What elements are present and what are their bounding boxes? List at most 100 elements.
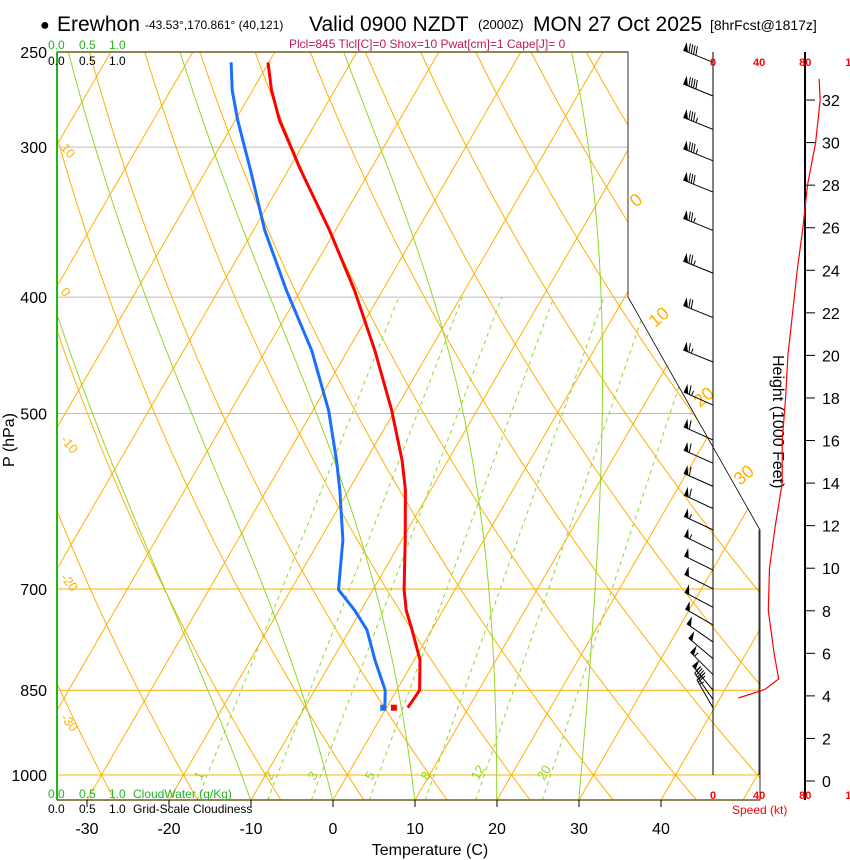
- height-tick-label: 30: [822, 136, 840, 153]
- x-tick-label: 30: [570, 821, 588, 838]
- speed-tick-label-bottom: 0: [710, 790, 716, 802]
- wind-barb-pennant: [683, 418, 689, 429]
- wind-barb: [690, 645, 714, 676]
- wind-barb-staff: [684, 591, 714, 608]
- cloudiness-top-05: 0.5: [79, 54, 96, 68]
- height-tick-label: 26: [822, 221, 840, 238]
- height-tick-label: 4: [822, 689, 831, 706]
- wind-barb: [684, 566, 714, 590]
- wind-barb: [683, 341, 714, 363]
- cloudiness-label: Grid-Scale Cloudiness: [133, 802, 252, 816]
- wind-barb-feather: [697, 675, 706, 683]
- height-tick-label: 0: [822, 774, 831, 791]
- wind-barb-staff: [683, 426, 714, 441]
- wind-barb-feather: [688, 77, 691, 87]
- surface-dewpoint-marker: [380, 704, 387, 711]
- wind-barb-feather: [695, 79, 698, 90]
- isotherm-label: 10: [645, 303, 673, 331]
- pressure-tick-label: 250: [20, 45, 47, 62]
- x-tick-label: 20: [488, 821, 506, 838]
- mixing-ratio-label: 20: [534, 762, 554, 782]
- speed-tick-label-top: 0: [710, 57, 716, 69]
- pressure-tick-label: 850: [20, 683, 47, 700]
- wind-barb-pennant: [683, 508, 689, 519]
- wind-barb-half-feather: [699, 681, 705, 685]
- wind-barb-feather: [695, 46, 698, 56]
- mixing-ratio-line: [424, 296, 605, 800]
- wind-barb-pennant: [683, 465, 689, 476]
- wind-barb: [683, 252, 714, 274]
- wind-barb-staff: [683, 391, 714, 406]
- speed-tick-label-bottom: 80: [799, 790, 811, 802]
- isotherm-line: [660, 52, 760, 800]
- wind-barb-feather: [688, 488, 692, 498]
- wind-barb: [685, 601, 714, 626]
- dry-adiabat-line: [246, 52, 698, 800]
- isotherm-label: -30: [58, 710, 82, 734]
- speed-tick-label-bottom: 12: [845, 790, 850, 802]
- wind-barb-half-feather: [694, 652, 699, 657]
- wind-barb-feather: [688, 141, 691, 152]
- wind-barb-pennant: [683, 75, 688, 86]
- wind-barb: [683, 486, 714, 510]
- wind-barb-staff: [685, 608, 714, 626]
- wind-barb-pennant: [683, 140, 688, 151]
- wind-barb-half-feather: [693, 217, 696, 223]
- utc-time: (2000Z): [478, 17, 524, 32]
- wind-barb-half-feather: [695, 117, 699, 123]
- wind-barb-feather: [688, 110, 691, 120]
- wind-barb-feather: [690, 44, 694, 54]
- height-tick-label: 6: [822, 646, 831, 663]
- isotherm-line: [578, 52, 760, 800]
- wind-barb-half-feather: [688, 514, 693, 520]
- wind-barb-feather: [693, 174, 696, 185]
- isotherm-label: 0: [626, 189, 647, 211]
- wind-barb-staff: [683, 472, 714, 487]
- dry-adiabat-line: [192, 52, 614, 800]
- station-coords: -43.53°,170.861° (40,121): [145, 18, 283, 32]
- wind-barb-pennant: [688, 631, 695, 642]
- wind-barb-pennant: [683, 252, 688, 263]
- height-tick-label: 18: [822, 391, 840, 408]
- wind-barb: [683, 75, 714, 97]
- plot-frame: [56, 51, 761, 801]
- wind-barb-feather: [688, 211, 691, 221]
- wind-barb-pennant: [692, 659, 700, 670]
- pressure-tick-label: 500: [20, 407, 47, 424]
- wind-barb-feather: [690, 255, 694, 265]
- pressure-tick-label: 700: [20, 582, 47, 599]
- wind-barb: [684, 547, 714, 571]
- x-tick-label: 10: [406, 821, 424, 838]
- cloudiness-top-1: 1.0: [109, 54, 126, 68]
- speed-tick-label-top: 12: [845, 57, 850, 69]
- wind-barb-feather: [690, 174, 694, 184]
- dry-adiabat-line: [574, 52, 760, 800]
- cloudiness-bottom-1: 1.0: [109, 802, 126, 816]
- mixing-ratio-line: [267, 296, 463, 800]
- wind-barb: [683, 383, 714, 406]
- wind-barb-feather: [695, 668, 703, 676]
- wind-barb-staff: [694, 672, 714, 700]
- wind-barb-pennant: [683, 210, 688, 221]
- wind-barb-half-feather: [695, 149, 699, 155]
- cloudwater-bottom-0: 0.0: [48, 787, 65, 801]
- isotherm-line: [250, 52, 698, 800]
- x-tick-label: 40: [652, 821, 670, 838]
- wind-barb-staff: [683, 218, 714, 231]
- height-tick-label: 28: [822, 178, 840, 195]
- isotherm-line: [414, 52, 760, 800]
- height-tick-label: 20: [822, 348, 840, 365]
- wind-barb: [684, 584, 714, 608]
- wind-barb-feather: [690, 111, 694, 121]
- diagram-grid: [57, 52, 760, 800]
- wind-barb-half-feather: [689, 534, 693, 540]
- wind-barb-pennant: [683, 109, 688, 120]
- pressure-tick-label: 400: [20, 290, 47, 307]
- pressure-tick-label: 1000: [11, 768, 47, 785]
- dewpoint-line: [229, 62, 387, 708]
- height-tick-label: 16: [822, 434, 840, 451]
- height-tick-label: 14: [822, 476, 840, 493]
- sounding-indices: Plcl=845 Tlcl[C]=0 Shox=10 Pwat[cm]=1 Ca…: [289, 37, 566, 51]
- wind-barb-staff: [683, 260, 714, 274]
